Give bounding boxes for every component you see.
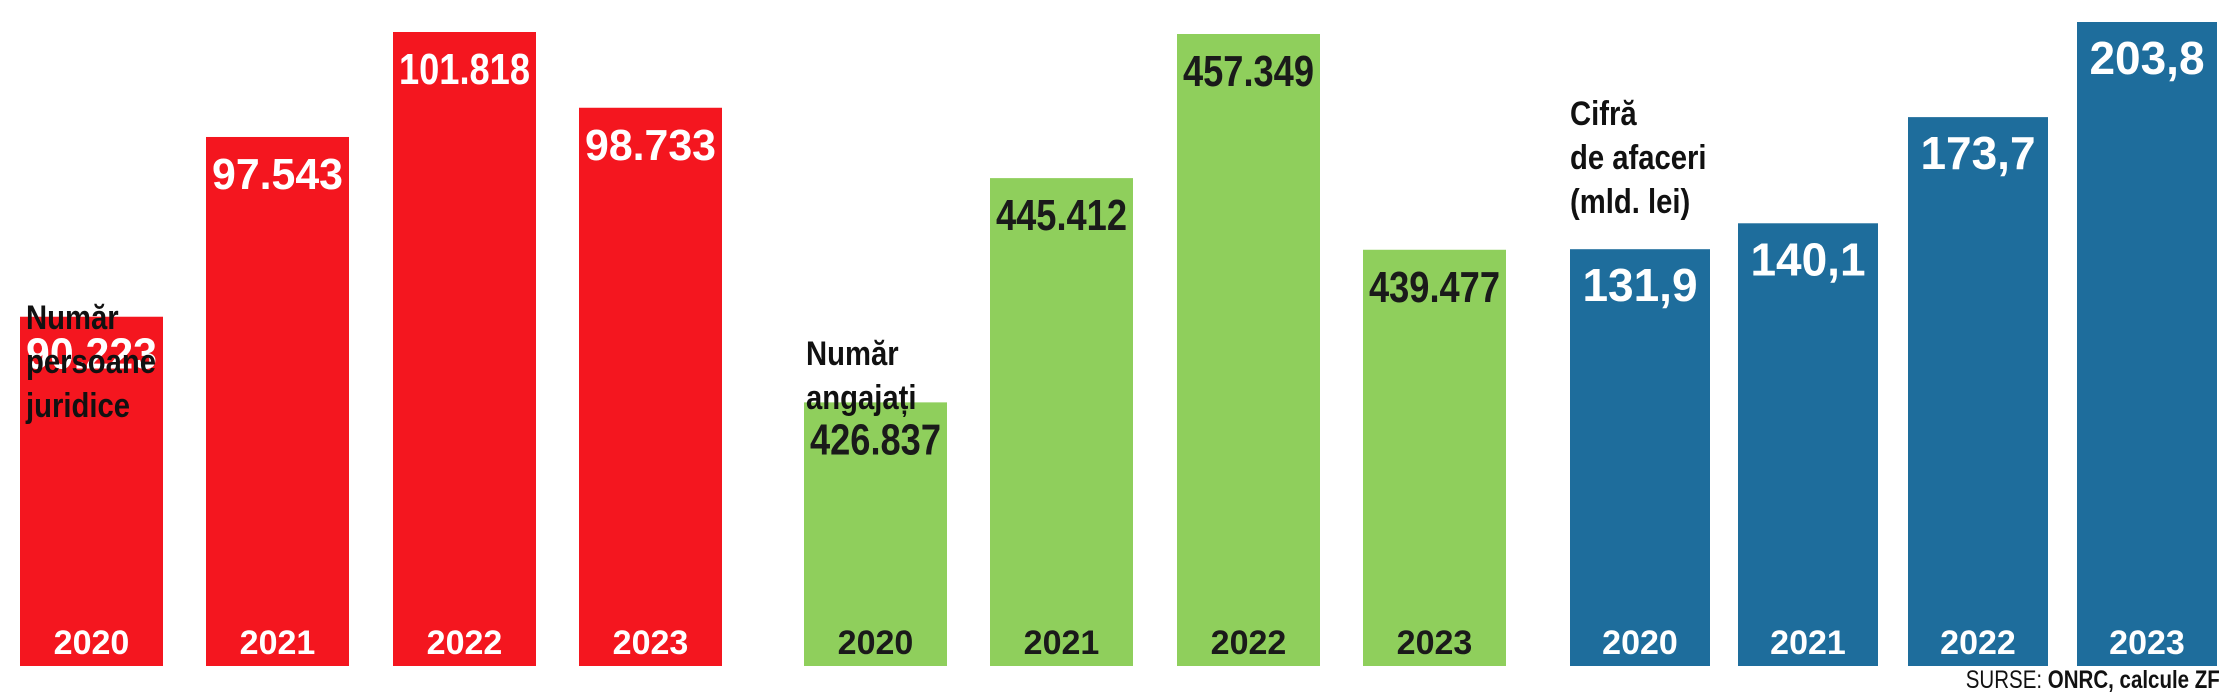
category-label-0-2020: 2020 xyxy=(54,624,130,662)
value-label-2-2020: 131,9 xyxy=(1582,259,1697,311)
value-label-2-2023: 203,8 xyxy=(2089,32,2204,84)
value-label-1-2023: 439.477 xyxy=(1369,263,1500,312)
category-label-0-2021: 2021 xyxy=(240,624,316,662)
bar-1-2023 xyxy=(1363,249,1506,666)
bar-2-2022 xyxy=(1908,117,2048,667)
bar-0-2021 xyxy=(206,136,349,667)
bar-1-2022 xyxy=(1177,34,1320,666)
value-label-0-2022: 101.818 xyxy=(399,45,530,94)
value-label-1-2020: 426.837 xyxy=(810,415,941,464)
bar-2-2020 xyxy=(1570,249,1710,666)
value-label-2-2021: 140,1 xyxy=(1750,233,1865,285)
bar-1-2020 xyxy=(804,402,947,666)
chart-title-cifra-afaceri: Cifră de afaceri (mld. lei) xyxy=(1570,95,1707,221)
bar-1-2021 xyxy=(990,178,1133,667)
source-note: SURSE: ONRC, calcule ZF xyxy=(1966,666,2220,695)
bar-0-2022 xyxy=(393,32,536,666)
category-label-0-2022: 2022 xyxy=(427,624,503,662)
category-label-0-2023: 2023 xyxy=(613,624,689,662)
source-prefix: SURSE: xyxy=(1965,666,2048,694)
value-label-0-2020: 90.223 xyxy=(26,330,157,379)
category-label-1-2022: 2022 xyxy=(1211,624,1287,662)
bar-2-2023 xyxy=(2077,22,2217,666)
category-label-1-2020: 2020 xyxy=(838,624,914,662)
category-label-2-2020: 2020 xyxy=(1602,624,1678,662)
chart-title-angajati: Număr angajați xyxy=(806,335,917,417)
category-label-1-2021: 2021 xyxy=(1024,624,1100,662)
value-label-2-2022: 173,7 xyxy=(1920,127,2035,179)
category-label-2-2023: 2023 xyxy=(2109,624,2185,662)
value-label-1-2021: 445.412 xyxy=(996,191,1127,240)
value-label-0-2023: 98.733 xyxy=(585,121,716,170)
bar-0-2023 xyxy=(579,107,722,666)
value-label-0-2021: 97.543 xyxy=(212,150,343,199)
source-text: ONRC, calcule ZF xyxy=(2047,666,2220,694)
category-label-2-2022: 2022 xyxy=(1940,624,2016,662)
chart-title-persoane-juridice: Număr persoane juridice xyxy=(26,299,157,425)
bar-2-2021 xyxy=(1738,223,1878,667)
category-label-2-2021: 2021 xyxy=(1770,624,1846,662)
category-label-1-2023: 2023 xyxy=(1397,624,1473,662)
value-label-1-2022: 457.349 xyxy=(1183,47,1314,96)
bar-0-2020 xyxy=(20,316,163,666)
